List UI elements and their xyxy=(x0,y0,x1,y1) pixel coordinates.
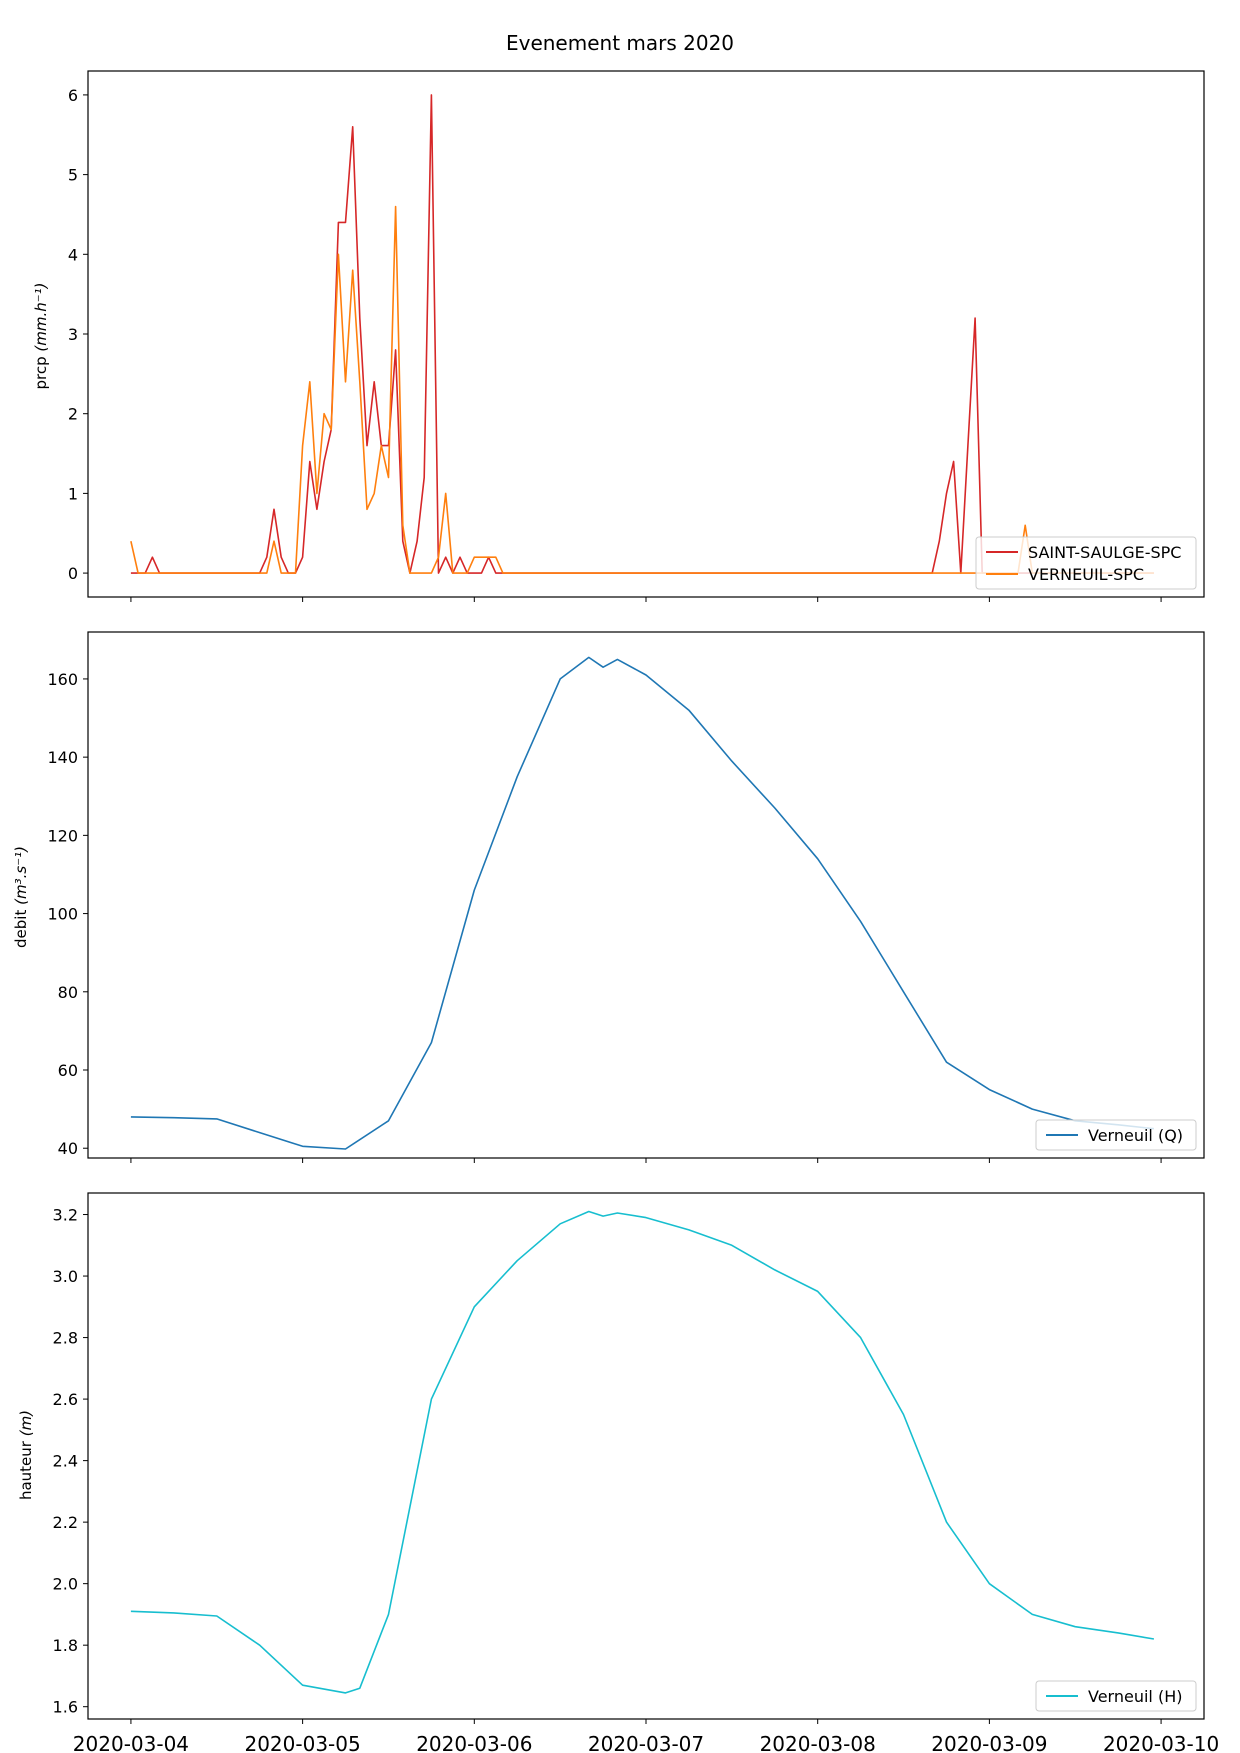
series-line-verneuil-q xyxy=(130,656,1154,1150)
y-tick-label: 4 xyxy=(68,245,78,264)
series-line-verneuil-h xyxy=(130,1210,1155,1694)
series-line-saint-saulge-spc xyxy=(130,94,1154,574)
y-tick-label: 140 xyxy=(47,748,78,767)
y-tick-label: 100 xyxy=(47,905,78,924)
legend-label: Verneuil (Q) xyxy=(1088,1126,1183,1145)
axes-frame xyxy=(87,1192,1205,1720)
legend-box xyxy=(1035,1119,1197,1151)
legend: Verneuil (Q) xyxy=(1035,1119,1197,1151)
y-tick-label: 160 xyxy=(47,670,78,689)
precipitation-panel: 0 1 2 3 4 5 6 SAINT-SAULGE-SPC VERNEUIL-SPC prcp… xyxy=(32,70,1205,602)
water-height-panel: 1.6 1.8 2.0 2.2 2.4 2.6 2.8 3.0 3.2 2020-03-04 202… xyxy=(17,1192,1219,1753)
y-tick-label: 5 xyxy=(68,166,78,185)
chart-title: Evenement mars 2020 xyxy=(506,31,734,55)
y-tick-label: 3 xyxy=(68,325,78,344)
y-axis-label-prcp: prcp (mm.h⁻¹) xyxy=(32,282,50,389)
legend-label: Verneuil (H) xyxy=(1088,1687,1182,1706)
y-tick-label: 120 xyxy=(47,826,78,845)
x-tick-label: 2020-03-07 xyxy=(588,1732,704,1753)
y-axis-label-hauteur: hauteur (m) xyxy=(17,1410,35,1500)
discharge-panel: 40 60 80 100 120 140 160 Verneuil (Q) debit (m³… xyxy=(12,631,1205,1163)
legend-box xyxy=(1035,1680,1197,1712)
y-tick-label: 0 xyxy=(68,564,78,583)
axes-frame xyxy=(87,70,1205,598)
y-tick-label: 3.2 xyxy=(53,1206,78,1225)
legend-label: SAINT-SAULGE-SPC xyxy=(1028,543,1181,562)
x-tick-label: 2020-03-05 xyxy=(244,1732,360,1753)
y-tick-label: 3.0 xyxy=(53,1267,78,1286)
y-tick-label: 6 xyxy=(68,86,78,105)
x-tick-label: 2020-03-09 xyxy=(931,1732,1047,1753)
y-tick-label: 60 xyxy=(58,1061,78,1080)
y-tick-label: 1.6 xyxy=(53,1698,78,1717)
y-tick-label: 1.8 xyxy=(53,1636,78,1655)
y-tick-label: 2.6 xyxy=(53,1390,78,1409)
y-tick-label: 2 xyxy=(68,405,78,424)
legend: SAINT-SAULGE-SPC VERNEUIL-SPC xyxy=(975,536,1197,590)
legend: Verneuil (H) xyxy=(1035,1680,1197,1712)
y-tick-label: 40 xyxy=(58,1139,78,1158)
legend-box xyxy=(975,536,1197,590)
x-tick-label: 2020-03-10 xyxy=(1103,1732,1219,1753)
axes-frame xyxy=(87,631,1205,1159)
y-tick-label: 1 xyxy=(68,484,78,503)
x-tick-label: 2020-03-04 xyxy=(73,1732,189,1753)
y-tick-label: 2.2 xyxy=(53,1513,78,1532)
y-tick-label: 2.8 xyxy=(53,1329,78,1348)
x-tick-label: 2020-03-06 xyxy=(416,1732,532,1753)
y-axis-label-debit: debit (m³.s⁻¹) xyxy=(12,846,30,948)
series-line-verneuil-spc xyxy=(130,205,1154,574)
y-tick-label: 2.4 xyxy=(53,1452,78,1471)
legend-label: VERNEUIL-SPC xyxy=(1028,565,1144,584)
x-tick-label: 2020-03-08 xyxy=(760,1732,876,1753)
y-tick-label: 2.0 xyxy=(53,1575,78,1594)
y-tick-label: 80 xyxy=(58,983,78,1002)
